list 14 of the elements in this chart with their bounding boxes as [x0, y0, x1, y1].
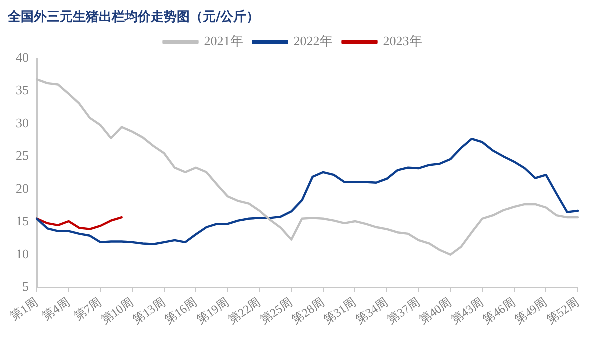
legend-label: 2021年 [204, 34, 244, 49]
x-tick-label: 第1周 [8, 295, 41, 324]
x-tick-label: 第4周 [40, 295, 72, 324]
y-tick-label: 40 [16, 50, 29, 66]
y-tick-label: 10 [16, 246, 29, 262]
legend-label: 2023年 [383, 34, 422, 49]
y-tick-label: 15 [16, 214, 29, 229]
y-tick-label: 30 [16, 115, 29, 130]
y-tick-label: 35 [16, 82, 29, 98]
legend-label: 2022年 [294, 34, 333, 49]
y-tick-label: 25 [16, 148, 29, 164]
y-tick-label: 5 [22, 278, 29, 294]
y-tick-label: 20 [16, 180, 29, 196]
chart-title: 全国外三元生猪出栏均价走势图（元/公斤） [7, 9, 260, 26]
